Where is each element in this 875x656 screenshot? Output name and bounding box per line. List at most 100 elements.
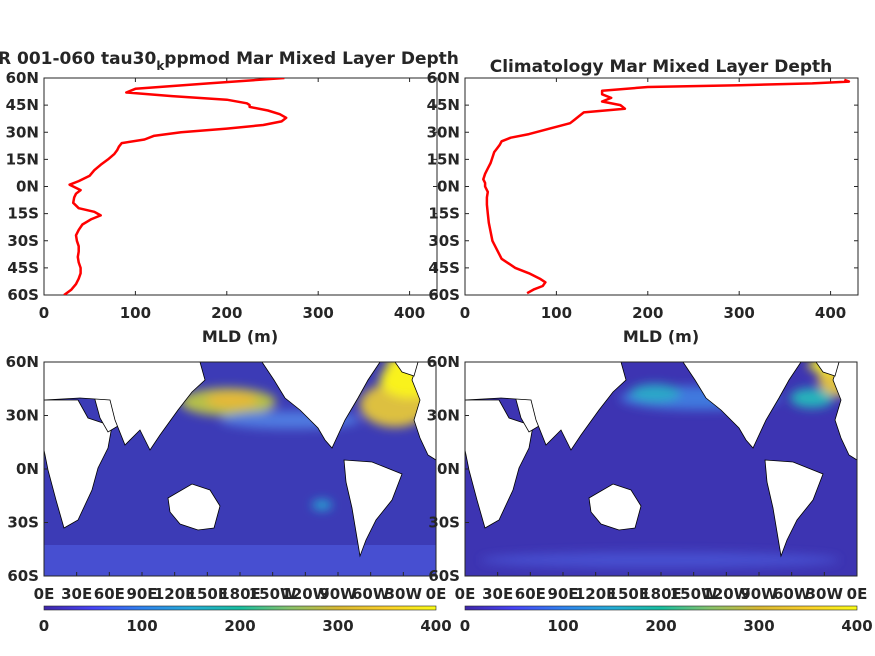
colorbar-gradient — [464, 605, 858, 611]
x-tick-label: 120E — [154, 585, 196, 603]
y-tick-label: 60S — [7, 567, 39, 585]
colorbar-climatology: 0 100 200 300 400 — [460, 605, 873, 635]
plot-area — [464, 77, 859, 296]
y-tick-label: 30N — [427, 123, 460, 141]
x-tick-label: 200 — [211, 304, 242, 322]
x-tick-label: 90W — [740, 585, 778, 603]
s-pacific-patch — [312, 500, 332, 510]
colorbar-tick-label: 0 — [460, 617, 470, 635]
x-tick-label: 30W — [806, 585, 844, 603]
y-tick-label: 15S — [428, 205, 460, 223]
x-tick-label: 150E — [608, 585, 650, 603]
y-tick-label: 15N — [6, 150, 39, 168]
y-tick-label: 60S — [428, 286, 460, 304]
x-tick-label: 180E — [640, 585, 682, 603]
north-america-land — [682, 362, 802, 449]
y-tick-label: 60N — [6, 353, 39, 371]
x-tick-label: 0E — [426, 585, 447, 603]
australia-land — [588, 483, 642, 531]
y-tick-label: 60S — [7, 286, 39, 304]
x-tick-label: 90E — [126, 585, 157, 603]
y-tick-label: 60N — [427, 353, 460, 371]
southern-band — [480, 552, 840, 568]
x-tick-label: 120E — [575, 585, 617, 603]
colorbar-tick-label: 400 — [841, 617, 872, 635]
y-tick-label: 45S — [7, 259, 39, 277]
north-america-land — [261, 362, 381, 449]
x-tick-label: 150W — [249, 585, 297, 603]
x-tick-label: 60E — [94, 585, 125, 603]
map-panel-model: 60N 30N 0N 30S 60S 0E 30E 60E 90E120E150E180E15… — [6, 353, 447, 603]
x-tick-label: 150W — [670, 585, 718, 603]
map-panel-climatology: 60N 30N 0N 30S 60S 0E 30E 60E 90E120E150E180E15… — [427, 353, 868, 603]
y-tick-label: 15S — [7, 205, 39, 223]
x-tick-label: 100 — [541, 304, 572, 322]
y-tick-label: 30S — [7, 514, 39, 532]
y-tick-label: 15N — [427, 150, 460, 168]
x-tick-label: 150E — [187, 585, 229, 603]
x-tick-label: 0 — [460, 304, 470, 322]
x-tick-label: 0E — [455, 585, 476, 603]
y-tick-label: 45N — [6, 96, 39, 114]
y-tick-label: 45N — [427, 96, 460, 114]
y-tick-label: 60N — [427, 69, 460, 87]
chart-title: Climatology Mar Mixed Layer Depth — [490, 57, 833, 77]
y-tick-label: 30N — [6, 123, 39, 141]
x-tick-label: 30E — [61, 585, 92, 603]
y-tick-label: 0N — [16, 178, 39, 196]
line-panel-climatology: 60N 45N 30N 15N 0N 15S 30S 45S 60S 0 100 200 300 400… — [427, 57, 859, 346]
colorbar-tick-label: 100 — [126, 617, 157, 635]
x-axis-label: MLD (m) — [623, 327, 699, 346]
x-tick-label: 100 — [120, 304, 151, 322]
y-tick-label: 30S — [7, 232, 39, 250]
x-tick-label: 60W — [352, 585, 390, 603]
x-axis-label: MLD (m) — [202, 327, 278, 346]
x-tick-label: 90E — [547, 585, 578, 603]
x-tick-label: 300 — [724, 304, 755, 322]
eurasia-land — [44, 362, 206, 451]
y-tick-label: 45S — [428, 259, 460, 277]
y-tick-label: 60N — [6, 69, 39, 87]
colorbar-tick-label: 400 — [420, 617, 451, 635]
africa-land — [465, 399, 534, 529]
plot-area — [43, 77, 438, 296]
y-tick-label: 30S — [428, 232, 460, 250]
line-panel-model: 60N 45N 30N 15N 0N 15S 30S 45S 60S 0 100 200 300 400… — [0, 49, 459, 346]
kuroshio-patch — [630, 384, 680, 402]
x-tick-label: 180E — [219, 585, 261, 603]
colorbar-model: 0 100 200 300 400 — [39, 605, 452, 635]
colorbar-tick-label: 200 — [645, 617, 676, 635]
y-tick-label: 60S — [428, 567, 460, 585]
x-tick-label: 0E — [34, 585, 55, 603]
south-america-land — [343, 459, 403, 558]
chart-title: R 001-060 tau30kppmod Mar Mixed Layer De… — [0, 49, 459, 73]
mld-profile-line — [482, 78, 851, 295]
x-tick-label: 30E — [482, 585, 513, 603]
colorbar-tick-label: 300 — [743, 617, 774, 635]
x-tick-label: 400 — [815, 304, 846, 322]
gulf-stream-patch — [790, 388, 834, 408]
x-tick-label: 200 — [632, 304, 663, 322]
greenland-land — [815, 362, 840, 377]
x-tick-label: 60E — [515, 585, 546, 603]
colorbar-tick-label: 100 — [547, 617, 578, 635]
eurasia-land — [465, 362, 627, 451]
x-tick-label: 300 — [303, 304, 334, 322]
greenland-land — [394, 362, 419, 377]
x-tick-label: 0E — [847, 585, 868, 603]
y-tick-label: 30N — [6, 407, 39, 425]
y-tick-label: 30N — [427, 407, 460, 425]
southern-ocean-band — [44, 545, 436, 576]
x-tick-label: 120W — [281, 585, 329, 603]
colorbar-tick-label: 0 — [39, 617, 49, 635]
colorbar-gradient — [43, 605, 437, 611]
europe-west-africa-land — [832, 362, 857, 461]
x-tick-label: 0 — [39, 304, 49, 322]
x-tick-label: 400 — [394, 304, 425, 322]
x-tick-label: 90W — [319, 585, 357, 603]
europe-west-africa-land — [411, 362, 436, 461]
y-tick-label: 0N — [437, 460, 460, 478]
colorbar-tick-label: 200 — [224, 617, 255, 635]
australia-land — [167, 483, 221, 531]
